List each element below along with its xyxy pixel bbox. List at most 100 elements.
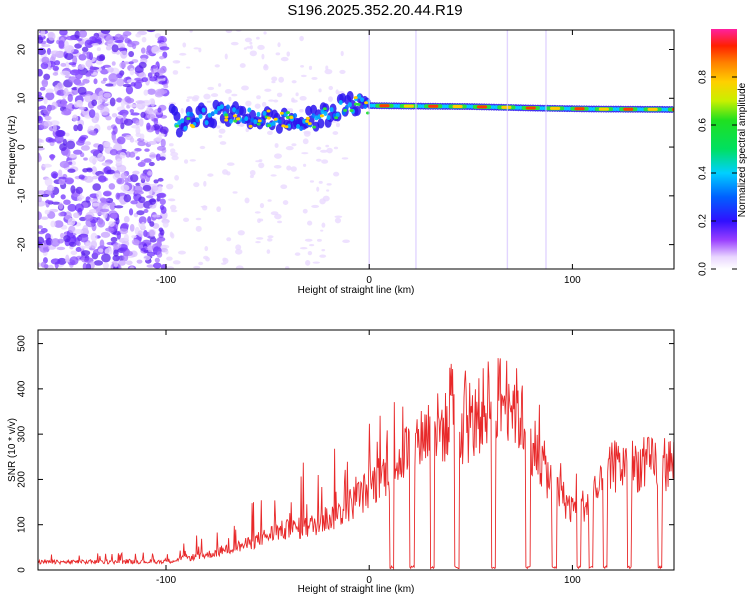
heatmap-noise-blob (154, 257, 160, 263)
heatmap-noise-blob (38, 36, 44, 44)
top-plot-frame (37, 29, 675, 270)
heatmap-ridge-cell (293, 113, 298, 119)
heatmap-noise-blob (125, 85, 134, 95)
heatmap-noise-blob (326, 147, 333, 154)
heatmap-noise-blob (128, 61, 134, 65)
heatmap-noise-blob (38, 142, 42, 147)
heatmap-noise-blob (91, 43, 100, 47)
heatmap-noise-blob (326, 183, 332, 186)
heatmap-ridge-cell (344, 104, 349, 110)
heatmap-noise-blob (302, 208, 308, 214)
heatmap-noise-blob (133, 81, 143, 90)
heatmap-noise-blob (109, 149, 118, 156)
heatmap-noise-blob (61, 98, 67, 108)
heatmap-noise-blob (235, 265, 244, 269)
heatmap-noise-blob (85, 59, 93, 68)
heatmap-noise-blob (339, 69, 346, 74)
heatmap-noise-blob (309, 243, 315, 247)
heatmap-noise-blob (303, 131, 311, 137)
heatmap-noise-blob (300, 74, 307, 78)
heatmap-ridge-cell (469, 104, 474, 109)
heatmap-noise-blob (138, 118, 144, 127)
heatmap-noise-blob (131, 124, 140, 129)
bottom-ylabel: SNR (10 * v/v) (7, 418, 18, 482)
heatmap-noise-blob (110, 236, 118, 243)
heatmap-noise-blob (38, 115, 43, 124)
heatmap-noise-blob (159, 46, 170, 51)
heatmap-noise-blob (147, 88, 156, 95)
heatmap-noise-blob (125, 97, 135, 104)
heatmap-ridge-cell (204, 120, 209, 126)
heatmap-noise-blob (123, 194, 132, 203)
heatmap-noise-blob (203, 93, 211, 100)
heatmap-noise-blob (138, 61, 147, 69)
heatmap-noise-blob (144, 148, 150, 152)
heatmap-noise-blob (147, 170, 153, 176)
heatmap-ridge-hot (356, 102, 361, 106)
heatmap-noise-blob (78, 136, 87, 141)
heatmap-noise-blob (156, 251, 163, 258)
heatmap-noise-blob (170, 209, 178, 213)
heatmap-noise-blob (135, 103, 143, 109)
heatmap-noise-blob (128, 50, 135, 58)
heatmap-ridge-hot (428, 104, 439, 108)
heatmap-noise-blob (52, 124, 57, 132)
heatmap-noise-blob (63, 87, 69, 97)
heatmap-noise-blob (84, 39, 94, 48)
heatmap-noise-blob (52, 65, 60, 71)
top-ytick-label: -10 (17, 188, 28, 203)
heatmap-noise-blob (82, 78, 90, 84)
heatmap-ridge-cell (213, 109, 218, 115)
heatmap-noise-blob (156, 239, 162, 248)
heatmap-ridge-hot (501, 105, 512, 109)
heatmap-noise-blob (179, 52, 187, 56)
heatmap-ridge-hot (284, 125, 289, 129)
colorbar-label: Normalized spectral amplitude (737, 82, 748, 217)
heatmap-ridge-cell (357, 93, 362, 99)
heatmap-ridge-cell (372, 103, 377, 108)
heatmap-noise-blob (103, 191, 112, 197)
heatmap-noise-blob (65, 61, 70, 70)
heatmap-noise-blob (40, 30, 46, 37)
heatmap-ridge-cell (347, 102, 352, 108)
heatmap-noise-blob (111, 113, 118, 118)
heatmap-noise-blob (146, 251, 156, 257)
heatmap-noise-blob (135, 156, 140, 161)
top-ytick-label: 20 (17, 44, 28, 56)
heatmap-noise-blob (105, 227, 114, 232)
heatmap-noise-blob (81, 46, 89, 53)
heatmap-noise-blob (299, 247, 308, 250)
heatmap-ridge-cell (393, 103, 398, 108)
heatmap-noise-blob (146, 106, 153, 115)
heatmap-noise-blob (202, 205, 208, 211)
heatmap-noise-blob (38, 68, 43, 77)
heatmap-noise-blob (342, 239, 350, 244)
heatmap-noise-blob (129, 67, 135, 76)
heatmap-noise-blob (38, 111, 42, 117)
heatmap-noise-blob (157, 177, 164, 182)
heatmap-noise-blob (75, 246, 82, 253)
heatmap-ridge-hot (364, 101, 369, 105)
heatmap-noise-blob (321, 248, 326, 252)
heatmap-noise-blob (55, 129, 65, 138)
heatmap-noise-blob (120, 172, 128, 180)
heatmap-noise-blob (43, 107, 51, 115)
heatmap-noise-blob (65, 148, 71, 158)
heatmap-noise-blob (112, 125, 118, 135)
heatmap-ridge-cell (320, 109, 325, 115)
heatmap-noise-blob (159, 204, 165, 211)
heatmap-noise-blob (140, 159, 147, 165)
heatmap-noise-blob (158, 133, 166, 137)
heatmap-noise-blob (267, 130, 273, 136)
heatmap-noise-blob (54, 220, 64, 228)
heatmap-noise-blob (66, 104, 73, 109)
heatmap-noise-blob (135, 132, 142, 138)
spectrogram-heatmap (38, 30, 674, 269)
bottom-xtick-label: 100 (564, 575, 581, 586)
heatmap-noise-blob (101, 253, 111, 263)
heatmap-noise-blob (235, 244, 242, 251)
heatmap-noise-blob (38, 147, 45, 151)
heatmap-noise-blob (116, 136, 126, 145)
heatmap-noise-blob (186, 98, 190, 102)
heatmap-noise-blob (203, 255, 209, 260)
